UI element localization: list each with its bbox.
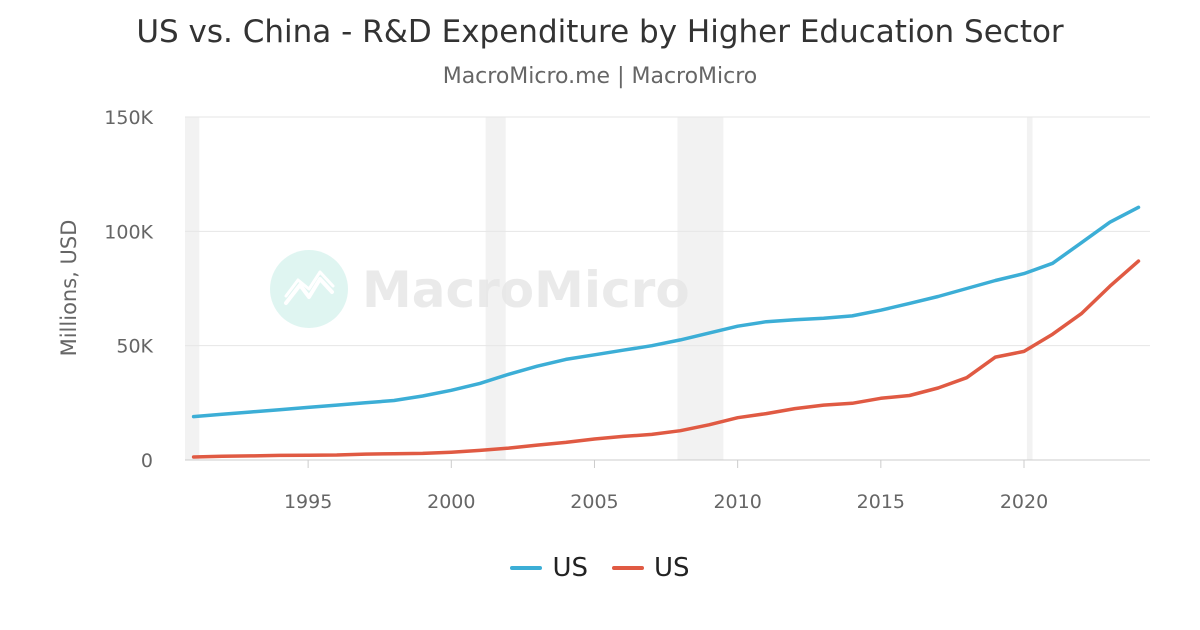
recession-band bbox=[1026, 117, 1033, 460]
x-tick-label: 2010 bbox=[713, 491, 761, 513]
y-tick-label: 0 bbox=[141, 450, 153, 472]
watermark-text: MacroMicro bbox=[362, 261, 690, 319]
y-tick-label: 150K bbox=[104, 107, 153, 129]
legend-swatch bbox=[612, 566, 644, 570]
y-tick-label: 100K bbox=[104, 221, 153, 243]
legend-item-series-2[interactable]: US bbox=[612, 553, 690, 583]
legend-item-series-1[interactable]: US bbox=[510, 553, 588, 583]
series-line-1[interactable] bbox=[191, 205, 1141, 419]
recession-band bbox=[677, 117, 724, 460]
y-tick-label: 50K bbox=[116, 336, 153, 358]
watermark: MacroMicro bbox=[270, 250, 690, 328]
y-axis-label: Millions, USD bbox=[57, 220, 81, 357]
legend: US US bbox=[0, 553, 1200, 583]
chart-title: US vs. China - R&D Expenditure by Higher… bbox=[136, 14, 1064, 50]
recession-band bbox=[485, 117, 506, 460]
x-tick-label: 2015 bbox=[857, 491, 905, 513]
x-tick-label: 1995 bbox=[284, 491, 332, 513]
series-line-2[interactable] bbox=[191, 259, 1141, 459]
x-tick-label: 2005 bbox=[570, 491, 618, 513]
recession-band bbox=[185, 117, 200, 460]
legend-swatch bbox=[510, 566, 543, 570]
chart-subtitle: MacroMicro.me | MacroMicro bbox=[442, 64, 758, 89]
legend-label: US bbox=[552, 553, 588, 583]
legend-label: US bbox=[654, 553, 690, 583]
x-tick-label: 2020 bbox=[1000, 491, 1048, 513]
x-tick-label: 2000 bbox=[427, 491, 475, 513]
